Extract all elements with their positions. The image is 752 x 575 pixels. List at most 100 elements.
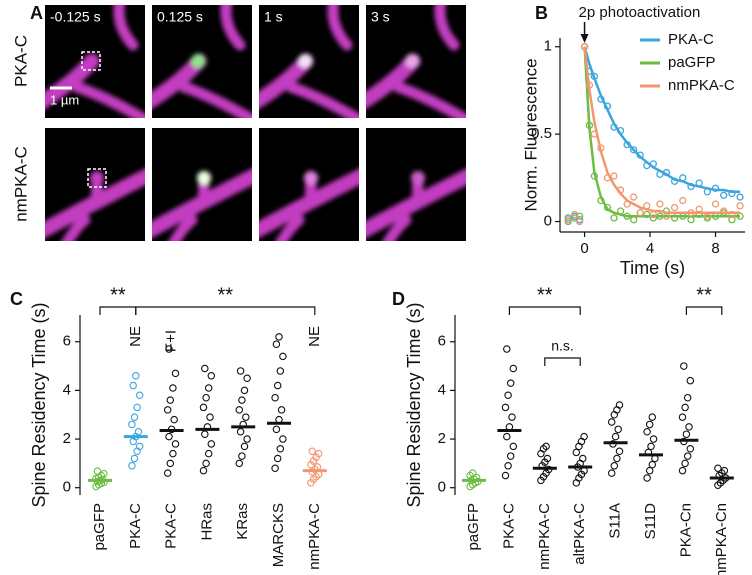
x-axis-label: Time (s): [620, 258, 685, 278]
data-point: [130, 413, 139, 421]
micrograph: [366, 128, 466, 241]
panel-label: A: [30, 3, 43, 23]
data-point: [687, 216, 695, 224]
x-tick-label: altPKA-C: [571, 503, 588, 565]
data-point: [720, 466, 729, 475]
data-point: [199, 403, 208, 412]
data-point: [728, 210, 736, 219]
scale-bar-label: 1 µm: [50, 92, 79, 107]
data-point: [238, 396, 246, 404]
spine-head: [197, 171, 211, 185]
data-point: [279, 435, 287, 443]
y-tick-label: 0.5: [531, 125, 552, 142]
x-tick-label: 0: [580, 240, 588, 257]
y-tick-label: 2: [63, 430, 71, 447]
data-point: [128, 420, 136, 429]
data-point: [580, 432, 588, 441]
panel-label: B: [535, 3, 548, 23]
annotation: **: [110, 284, 126, 306]
data-point: [135, 391, 144, 400]
data-point: [169, 384, 177, 392]
data-point: [207, 440, 216, 448]
data-point: [240, 386, 249, 395]
data-point: [235, 459, 244, 468]
data-point: [649, 214, 657, 222]
data-point: [630, 193, 638, 201]
data-point: [273, 381, 282, 390]
data-point: [166, 396, 175, 404]
data-point: [508, 413, 516, 421]
data-point: [314, 449, 323, 458]
x-tick-label: S11D: [642, 503, 659, 540]
data-point: [275, 333, 283, 341]
annotation: n.s.: [551, 338, 574, 354]
data-point: [643, 428, 651, 436]
x-tick-label: 8: [711, 240, 719, 257]
data-point: [678, 413, 687, 421]
data-point: [630, 146, 638, 154]
time-label: -0.125 s: [50, 9, 101, 25]
dendrite: [45, 168, 145, 241]
row-label: PKA-C: [11, 35, 30, 87]
data-point: [683, 452, 692, 460]
data-point: [711, 200, 720, 208]
dendrite-branch: [178, 81, 252, 118]
data-point: [686, 445, 695, 453]
data-point: [614, 425, 622, 434]
y-axis-label: Norm. Fluorescence: [521, 58, 540, 211]
roi-box: [81, 51, 101, 71]
micrograph: [259, 128, 359, 241]
data-point: [682, 430, 691, 438]
chart-title: 2p photoactivation: [579, 4, 701, 21]
data-point: [135, 442, 144, 451]
dendrite-branch: [392, 81, 466, 118]
y-tick-label: 0: [544, 212, 552, 229]
legend-label: PKA-C: [668, 31, 714, 48]
data-point: [93, 467, 102, 475]
data-point: [235, 406, 244, 414]
data-point: [202, 393, 210, 402]
annotation: **: [537, 284, 553, 306]
annotation: **: [218, 284, 234, 306]
data-point: [169, 449, 177, 458]
data-point: [171, 440, 180, 448]
data-point: [611, 432, 620, 441]
spine-head: [405, 54, 419, 68]
dendrite: [45, 5, 145, 118]
data-point: [201, 430, 209, 438]
spine-head: [411, 171, 425, 185]
data-point: [615, 401, 624, 409]
data-point: [243, 435, 251, 443]
data-point: [506, 452, 515, 460]
significance-bracket: [508, 306, 581, 315]
dendrite-branch: [382, 214, 412, 241]
x-tick-label: paGFP: [91, 503, 108, 551]
spine-head: [298, 54, 312, 68]
data-point: [277, 406, 286, 414]
data-point: [207, 372, 216, 380]
data-point: [506, 379, 515, 387]
dendrite: [152, 168, 252, 241]
fit-line: [583, 46, 741, 215]
data-point: [165, 345, 173, 353]
y-tick-label: 4: [438, 381, 446, 398]
x-tick-label: MARCKS: [270, 503, 287, 567]
data-point: [276, 445, 285, 453]
data-point: [201, 364, 209, 373]
dendrite-branch: [113, 5, 139, 51]
data-point: [170, 415, 178, 424]
panel-label: C: [10, 289, 23, 309]
data-point: [240, 442, 249, 451]
data-point: [543, 454, 552, 463]
spine-head: [191, 54, 205, 68]
dendrite: [259, 5, 359, 118]
x-tick-label: nmPKA-C: [306, 503, 323, 570]
data-point: [571, 210, 579, 219]
data-point: [204, 384, 213, 392]
data-point: [308, 447, 316, 455]
x-tick-label: S11A: [607, 503, 624, 539]
micrograph: [45, 128, 145, 241]
x-tick-label: PKA-Cn: [677, 503, 694, 557]
data-point: [165, 432, 173, 441]
micrograph: [152, 5, 252, 118]
